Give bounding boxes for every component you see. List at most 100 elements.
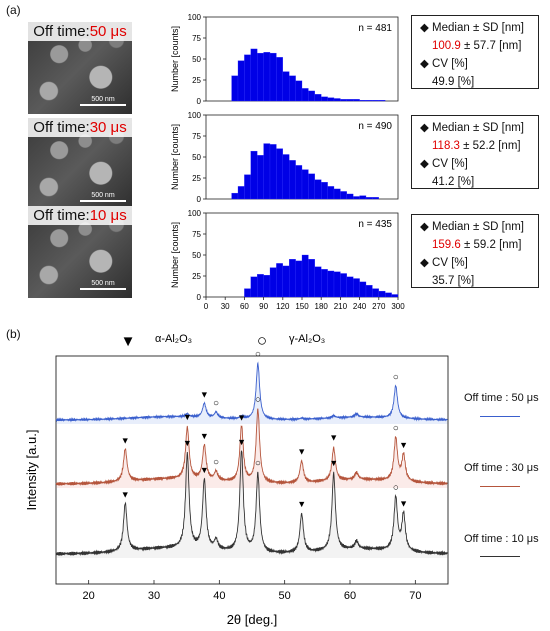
histogram-bar: [333, 188, 341, 200]
histogram-bar: [301, 169, 309, 200]
histogram-bar: [333, 271, 341, 298]
histogram-bar: [237, 186, 245, 200]
gamma-legend-symbol: ○: [257, 331, 267, 350]
panel-a-label: (a): [6, 3, 21, 17]
y-axis-label: Number [counts]: [170, 124, 180, 190]
histogram-bar: [372, 288, 379, 298]
histogram-bar: [301, 88, 309, 102]
histogram-bar: [257, 155, 264, 200]
gamma-peak-marker: ○: [213, 457, 219, 468]
histogram-bar: [263, 143, 271, 200]
alpha-peak-marker: ▼: [237, 437, 246, 447]
histogram-bar: [372, 197, 379, 200]
histogram-bar: [321, 269, 328, 298]
histogram-bar: [276, 148, 283, 200]
y-tick-label: 25: [192, 76, 201, 85]
y-tick-label: 0: [197, 195, 202, 204]
x-tick-label: 40: [213, 590, 225, 602]
histogram-bar: [340, 191, 347, 200]
gamma-peak-marker: ○: [255, 349, 261, 360]
y-tick-label: 75: [192, 230, 201, 239]
histogram-bar: [244, 174, 251, 200]
histogram-bar: [263, 52, 271, 102]
histogram-bar: [237, 60, 245, 102]
x-tick-label: 180: [315, 302, 329, 311]
histogram-bar: [295, 165, 303, 200]
sem-image-2: Off time:30 μs 500 nm: [28, 118, 132, 210]
gamma-peak-marker: ○: [255, 458, 261, 469]
histogram-bar: [308, 90, 315, 102]
histogram-bar: [378, 100, 386, 102]
y-tick-label: 75: [192, 34, 201, 43]
y-tick-label: 0: [197, 97, 202, 106]
x-tick-label: 20: [83, 590, 95, 602]
histogram-bar: [289, 75, 296, 102]
histogram-bar: [314, 94, 322, 102]
histogram-bar: [359, 100, 367, 102]
x-tick-label: 70: [409, 590, 421, 602]
xrd-line-1: [55, 408, 448, 486]
alpha-legend-label: α-Al₂O₃: [155, 333, 192, 345]
alpha-peak-marker: ▼: [329, 458, 338, 468]
x-axis-label: 2θ [deg.]: [227, 612, 278, 627]
histogram-bar: [353, 278, 360, 298]
sem-title-1: Off time:50 μs: [28, 22, 132, 41]
histogram-bar: [314, 266, 322, 298]
sem-image-1: Off time:50 μs 500 nm: [28, 22, 132, 114]
histogram-bar: [308, 259, 315, 298]
y-tick-label: 100: [188, 111, 202, 120]
xrd-legend-line-10: [480, 556, 520, 557]
histogram-bar: [327, 97, 335, 102]
xrd-legend-line-30: [480, 486, 520, 487]
alpha-peak-marker: ▼: [297, 446, 306, 456]
histogram-bar: [295, 80, 303, 102]
panel-b-label: (b): [6, 327, 21, 341]
histogram-bar: [269, 52, 277, 102]
x-tick-label: 30: [148, 590, 160, 602]
histogram-bar: [269, 144, 277, 200]
histogram-bar: [276, 263, 283, 298]
histogram-bar: [308, 173, 315, 200]
histogram-bar: [391, 294, 399, 298]
alpha-legend-symbol: ▼: [121, 333, 136, 350]
x-tick-label: 120: [276, 302, 290, 311]
y-tick-label: 25: [192, 272, 201, 281]
alpha-peak-marker: ▼: [200, 431, 209, 441]
histogram-bar: [269, 267, 277, 298]
histogram-bar: [327, 186, 335, 200]
alpha-peak-marker: ▼: [329, 433, 338, 443]
histogram-bar: [250, 48, 258, 102]
y-tick-label: 50: [192, 153, 201, 162]
histogram-bar: [340, 273, 347, 298]
histogram-figure: 0 25 50 75 100 Number [counts] n = 481 0 25 50 75 1…: [170, 13, 405, 311]
alpha-peak-marker: ▼: [121, 435, 130, 445]
y-tick-label: 75: [192, 132, 201, 141]
x-tick-label: 150: [295, 302, 309, 311]
histogram-bar: [346, 276, 354, 298]
x-tick-label: 60: [344, 590, 356, 602]
sem-title-2: Off time:30 μs: [28, 118, 132, 137]
x-tick-label: 270: [372, 302, 386, 311]
histogram-bar: [276, 57, 283, 102]
gamma-peak-marker: ○: [255, 395, 261, 406]
x-tick-label: 60: [240, 302, 249, 311]
histogram-bar: [372, 100, 379, 102]
histogram-bar: [263, 275, 271, 298]
n-label: n = 490: [358, 121, 392, 132]
alpha-peak-marker: ▼: [121, 490, 130, 500]
stats-box-1: ◆ Median ± SD [nm] 100.9 ± 57.7 [nm] ◆ C…: [411, 15, 539, 89]
x-tick-label: 90: [259, 302, 268, 311]
xrd-line-2: [55, 450, 448, 557]
y-axis-label: Number [counts]: [170, 26, 180, 92]
histogram-bar: [321, 182, 328, 200]
sem-image-3: Off time:10 μs 500 nm: [28, 206, 132, 298]
alpha-peak-marker: ▼: [237, 412, 246, 422]
xrd-legend-30: Off time : 30 μs: [464, 462, 539, 474]
histogram-bar: [250, 150, 258, 200]
histogram-bar: [365, 197, 373, 200]
histogram-bar: [257, 274, 264, 298]
stats-box-2: ◆ Median ± SD [nm] 118.3 ± 52.2 [nm] ◆ C…: [411, 115, 539, 189]
histogram-bar: [231, 75, 239, 102]
y-tick-label: 100: [188, 209, 202, 218]
xrd-frame: [55, 355, 449, 585]
